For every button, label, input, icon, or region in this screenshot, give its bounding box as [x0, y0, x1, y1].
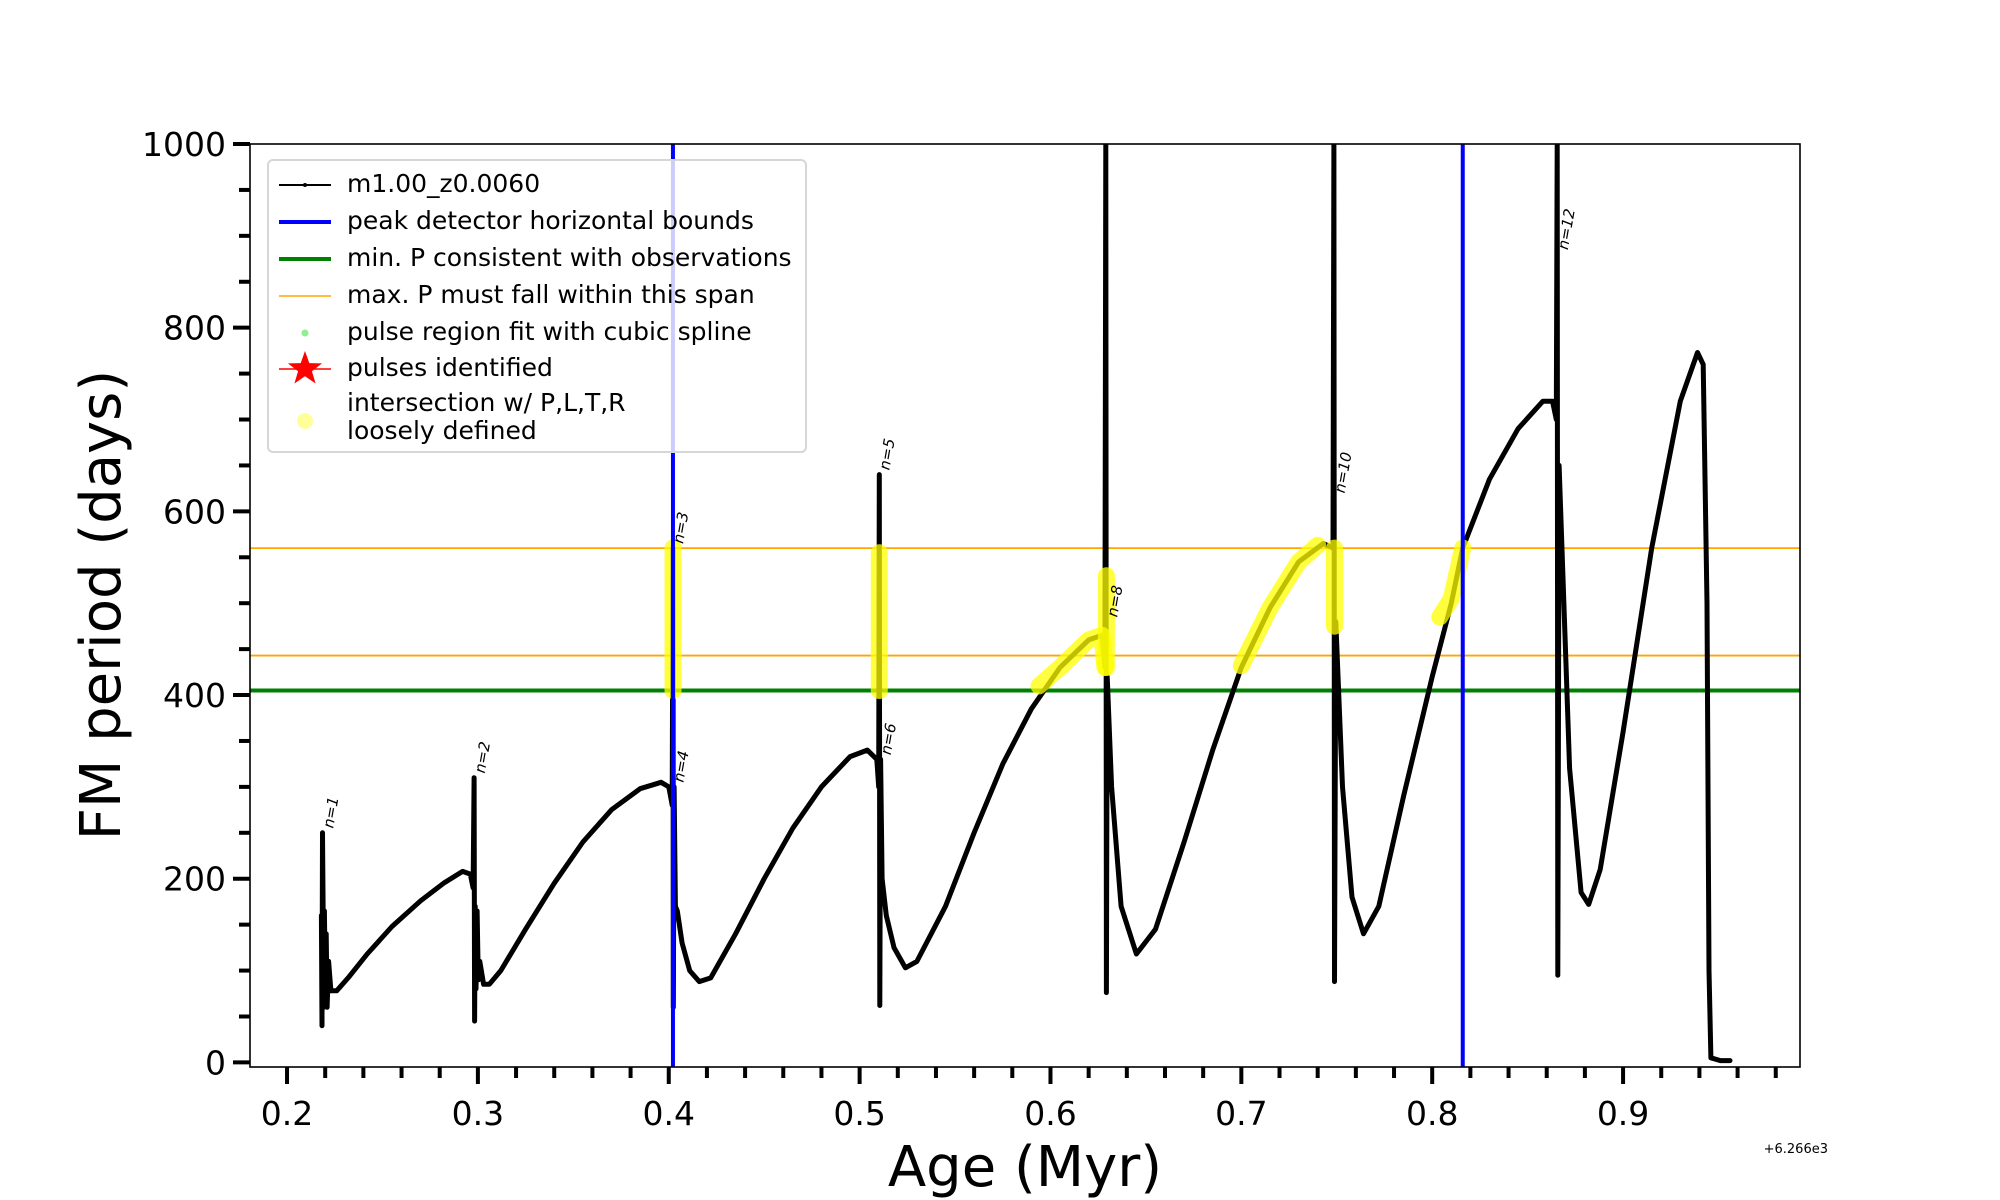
y-tick-label: 0 [205, 1043, 226, 1082]
legend-item-max-p: max. P must fall within this span [269, 278, 805, 314]
x-tick-label: 0.2 [261, 1094, 313, 1133]
intersection-region [1431, 539, 1472, 626]
y-tick-label: 600 [163, 492, 226, 531]
legend-label: m1.00_z0.0060 [347, 169, 541, 198]
green-line-icon [279, 257, 331, 261]
legend-label: intersection w/ P,L,T,R loosely defined [347, 389, 626, 445]
axes: 0.2 0.3 0.4 0.5 0.6 0.7 0.8 0.9 0 200 400 600 800 100… [142, 125, 1801, 1133]
legend-label-line2: loosely defined [347, 416, 537, 445]
x-tick-label: 0.3 [452, 1094, 504, 1133]
legend-item-spline: pulse region fit with cubic spline [269, 315, 805, 351]
y-tick-label: 800 [163, 309, 226, 348]
y-tick-label: 1000 [142, 125, 226, 164]
x-axis-label: Age (Myr) [888, 1135, 1162, 1200]
yellow-circle-icon [297, 413, 313, 429]
legend-label: peak detector horizontal bounds [347, 206, 754, 235]
y-tick-label: 400 [163, 676, 226, 715]
orange-line-icon [279, 295, 331, 297]
x-offset-text: +6.266e3 [1764, 1142, 1828, 1157]
axes-frame [249, 143, 1801, 1068]
legend-label: pulse region fit with cubic spline [347, 317, 752, 346]
legend-item-min-p: min. P consistent with observations [269, 241, 805, 277]
y-tick-label: 200 [163, 860, 226, 899]
x-tick-label: 0.8 [1406, 1094, 1458, 1133]
pulse-annotation: n=5 [875, 437, 898, 471]
x-tick-label: 0.4 [643, 1094, 695, 1133]
line-dot-icon [279, 183, 331, 187]
legend-label: min. P consistent with observations [347, 243, 792, 272]
legend-item-pulses: pulses identified [269, 351, 805, 387]
legend-label: pulses identified [347, 353, 553, 382]
legend-label-line1: intersection w/ P,L,T,R [347, 388, 626, 417]
pulse-annotation: n=2 [471, 740, 494, 774]
intersection-region [1030, 626, 1114, 695]
x-tick-label: 0.9 [1597, 1094, 1649, 1133]
legend-label: max. P must fall within this span [347, 280, 755, 309]
blue-line-icon [279, 220, 331, 224]
legend-item-intersection: intersection w/ P,L,T,R loosely defined [269, 389, 805, 449]
pulse-annotation: n=4 [670, 749, 693, 783]
legend: m1.00_z0.0060 peak detector horizontal b… [267, 159, 807, 453]
intersection-region [1232, 536, 1327, 675]
legend-item-model: m1.00_z0.0060 [269, 167, 805, 203]
pulse-annotation: n=8 [1103, 584, 1126, 618]
x-tick-label: 0.7 [1215, 1094, 1267, 1133]
x-tick-label: 0.6 [1024, 1094, 1076, 1133]
red-star-icon [279, 351, 331, 384]
series-line [318, 144, 1733, 1064]
green-dot-icon [301, 329, 309, 337]
pulse-annotation: n=3 [669, 511, 692, 545]
pulse-annotation: n=6 [877, 722, 900, 756]
y-axis-label: FM period (days) [69, 370, 134, 840]
legend-item-peak-bounds: peak detector horizontal bounds [269, 204, 805, 240]
pulse-annotation: n=1 [319, 795, 342, 829]
x-tick-label: 0.5 [833, 1094, 885, 1133]
